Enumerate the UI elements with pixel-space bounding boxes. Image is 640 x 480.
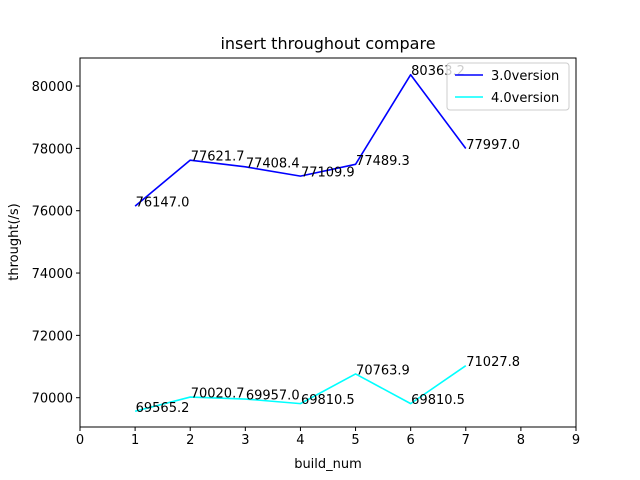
x-tick-label: 1: [131, 433, 139, 448]
y-tick-label: 80000: [32, 80, 73, 95]
legend: 3.0version 4.0version: [446, 62, 570, 111]
data-label: 71027.8: [466, 355, 520, 370]
data-label: 69565.2: [136, 401, 190, 416]
data-label: 76147.0: [136, 196, 190, 211]
data-label: 69810.5: [411, 393, 465, 408]
series-line-4.0version: [134, 365, 467, 413]
legend-label: 3.0version: [491, 69, 559, 84]
x-tick-label: 2: [186, 433, 194, 448]
y-tick-label: 78000: [32, 142, 73, 157]
x-tick-label: 9: [572, 433, 580, 448]
x-tick-label: 4: [296, 433, 304, 448]
data-label: 69810.5: [301, 393, 355, 408]
chart-title: insert throughout compare: [220, 34, 435, 53]
axes-frame: [79, 57, 577, 428]
data-label: 70020.7: [191, 387, 245, 402]
series-line-3.0version: [134, 73, 467, 207]
x-axis-label: build_num: [294, 457, 362, 472]
data-label: 77109.9: [301, 166, 355, 181]
data-label: 77489.3: [356, 154, 410, 169]
x-tick-label: 7: [462, 433, 470, 448]
legend-label: 4.0version: [491, 91, 559, 106]
data-label: 77408.4: [246, 156, 300, 171]
plot-area: 0 1 2 3 4 5 6 7 8 9 70000 72000 74000 76000 78000 80000…: [32, 57, 580, 448]
x-tick-label: 6: [407, 433, 415, 448]
y-tick-label: 76000: [32, 205, 73, 220]
data-label: 77997.0: [466, 138, 520, 153]
data-label: 70763.9: [356, 363, 410, 378]
x-tick-label: 5: [351, 433, 359, 448]
x-tick-label: 3: [241, 433, 249, 448]
y-tick-label: 70000: [32, 392, 73, 407]
data-label: 77621.7: [191, 150, 245, 165]
data-label: 69957.0: [246, 389, 300, 404]
y-tick-label: 74000: [32, 267, 73, 282]
y-axis-label: throught(/s): [7, 203, 22, 280]
x-tick-label: 0: [76, 433, 84, 448]
x-tick-label: 8: [517, 433, 525, 448]
y-tick-label: 72000: [32, 329, 73, 344]
